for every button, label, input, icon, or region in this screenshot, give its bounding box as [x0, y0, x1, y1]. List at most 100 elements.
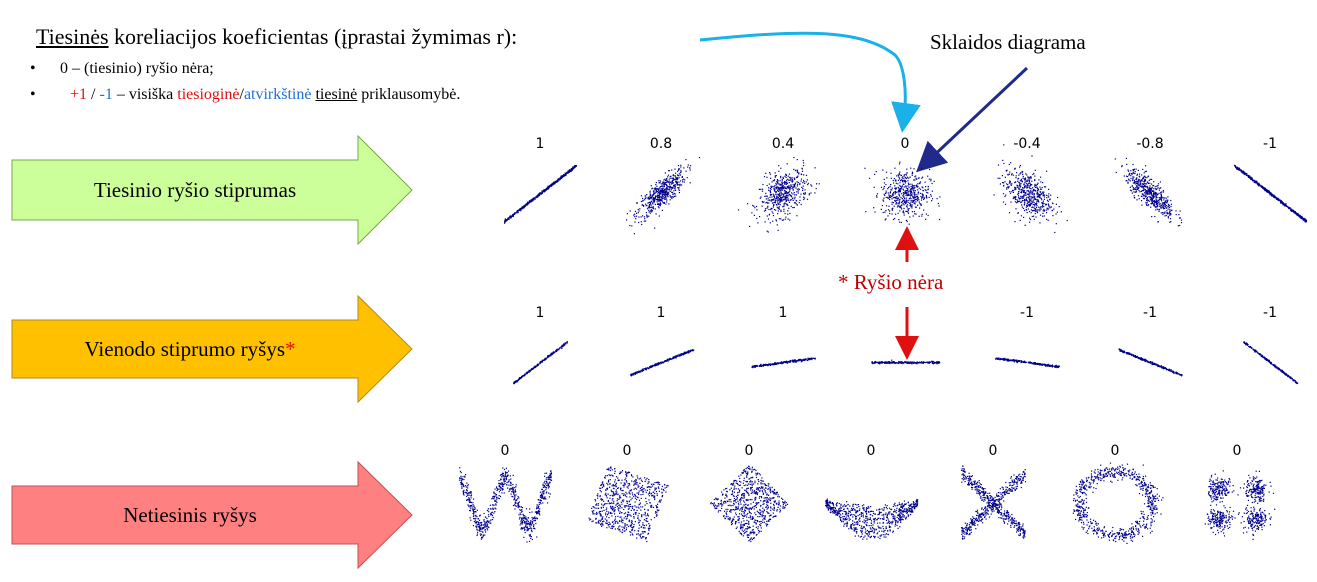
scatter-point — [1056, 367, 1058, 369]
scatter-point — [787, 195, 789, 197]
scatter-point — [888, 361, 890, 364]
scatter-point — [1129, 180, 1131, 182]
scatter-point — [814, 192, 816, 194]
scatter-point — [905, 197, 907, 199]
scatter-point — [1290, 208, 1293, 210]
scatter-point — [1133, 172, 1135, 174]
scatter-point — [757, 222, 759, 224]
scatter-point — [1011, 173, 1013, 175]
scatter-point — [524, 374, 526, 376]
scatter-point — [663, 183, 666, 185]
scatter-point — [778, 193, 780, 195]
scatter-point — [903, 207, 905, 210]
scatter-point — [1026, 197, 1028, 199]
scatter-point — [772, 220, 774, 222]
scatter-point — [1155, 207, 1157, 209]
scatter-point — [1138, 182, 1140, 184]
scatter-point — [912, 187, 914, 189]
scatter-point — [793, 192, 795, 194]
scatter-point — [1155, 201, 1157, 203]
scatter-point — [1042, 195, 1044, 197]
scatter-point — [898, 188, 901, 190]
scatter-point — [649, 196, 652, 198]
scatter-point — [1023, 360, 1025, 362]
scatter-point — [907, 191, 909, 193]
scatter-point — [1131, 173, 1133, 175]
scatter-point — [887, 196, 889, 198]
scatter-point — [650, 185, 652, 187]
scatter-point — [649, 366, 651, 368]
scatter-point — [1136, 187, 1138, 189]
scatter-point — [1020, 195, 1022, 197]
scatter-point — [885, 192, 887, 194]
scatter-point — [1134, 355, 1136, 357]
scatter-point — [906, 172, 908, 174]
scatter-point — [1146, 199, 1148, 201]
scatter-point — [504, 221, 506, 223]
scatter-point — [876, 196, 878, 198]
scatter-point — [1030, 191, 1032, 193]
scatter-point — [793, 360, 795, 362]
scatter-point — [557, 179, 559, 181]
scatter-point — [652, 195, 654, 197]
scatter-point — [779, 195, 781, 198]
scatter-point — [1144, 177, 1146, 179]
scatter-point — [1034, 184, 1036, 187]
scatter-point — [788, 179, 790, 181]
scatter-point — [1024, 185, 1027, 187]
scatter-point — [1160, 195, 1162, 197]
scatter-point — [1035, 209, 1037, 211]
scatter-point — [778, 218, 780, 220]
scatter-point — [939, 196, 941, 198]
scatter-point — [902, 363, 904, 365]
scatter-point — [1022, 177, 1024, 179]
scatter-point — [682, 181, 684, 183]
scatter-point — [907, 194, 909, 196]
scatter-point — [809, 358, 811, 361]
scatter-point — [1150, 192, 1152, 194]
scatter-point — [773, 194, 775, 196]
scatter-point — [997, 164, 1000, 166]
scatter-point — [912, 201, 914, 203]
scatter-point — [931, 182, 933, 185]
title-rest: koreliacijos koeficientas (įprastai žymi… — [108, 24, 518, 49]
scatter-point — [1145, 361, 1147, 363]
scatter-point — [1167, 217, 1169, 219]
scatter-point — [1121, 166, 1123, 168]
scatter-point — [1032, 191, 1034, 193]
scatter-point — [1036, 192, 1038, 194]
scatter-point — [784, 183, 786, 185]
scatter-point — [1030, 184, 1032, 186]
scatter-point — [566, 341, 568, 343]
scatter-point — [1052, 215, 1054, 217]
scatter-point — [914, 203, 916, 205]
scatter-point — [783, 190, 785, 192]
scatter-point — [529, 200, 531, 202]
scatter-point — [1024, 199, 1026, 201]
scatter-point — [1138, 187, 1140, 189]
scatter-point — [902, 183, 904, 185]
scatter-point — [680, 171, 682, 173]
scatter-point — [1268, 190, 1270, 192]
scatter-point — [565, 173, 567, 175]
scatter-point — [1132, 171, 1134, 173]
scatter-point — [787, 218, 789, 220]
scatter-point — [1269, 191, 1271, 193]
scatter-point — [1033, 199, 1035, 201]
scatter-point — [767, 199, 769, 201]
scatter-point — [1034, 179, 1036, 181]
scatter-point — [1054, 365, 1056, 367]
scatter-point — [1025, 194, 1027, 197]
scatter-point — [1148, 179, 1150, 182]
scatter-point — [1027, 176, 1029, 178]
scatter-point — [1029, 205, 1031, 207]
scatter-point — [803, 192, 805, 194]
scatter-point — [902, 201, 904, 203]
scatter-point — [1157, 200, 1159, 202]
scatter-point — [909, 190, 911, 192]
scatter-point — [1151, 194, 1153, 196]
scatter-point — [1034, 213, 1036, 215]
scatter-point — [1138, 198, 1140, 200]
scatter-point — [915, 196, 917, 198]
scatter-point — [519, 377, 521, 380]
